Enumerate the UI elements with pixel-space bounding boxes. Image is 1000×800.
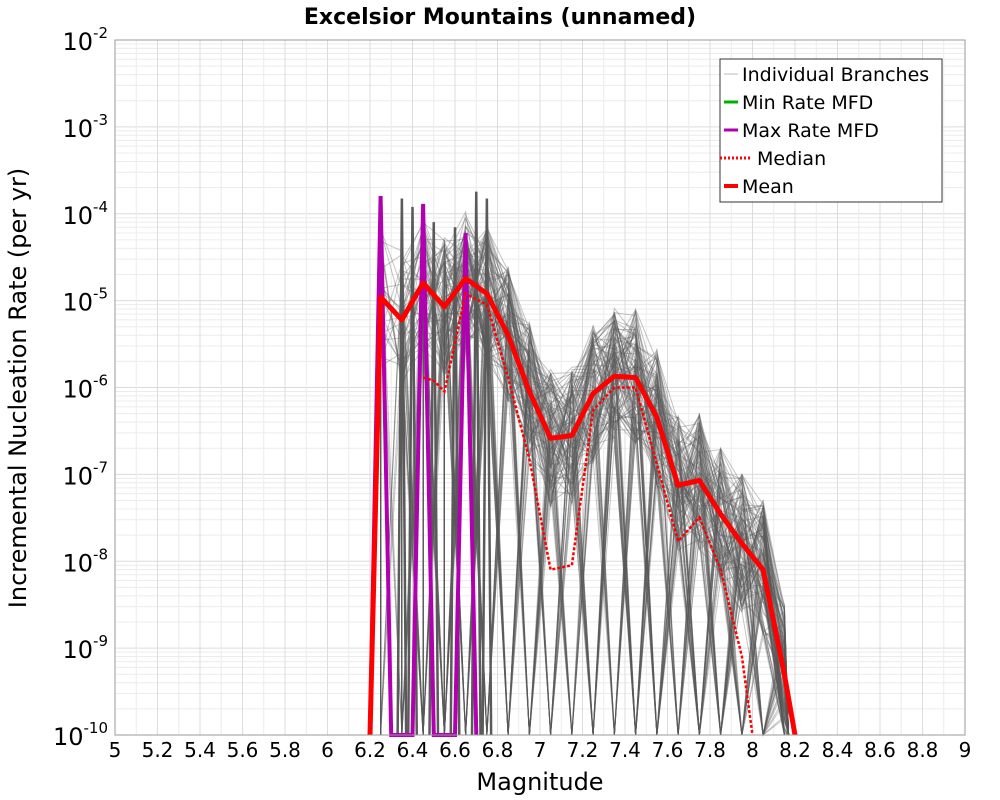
branch-line — [422, 237, 789, 736]
branch-line — [380, 238, 790, 736]
branch-line — [401, 227, 789, 736]
branch-line — [380, 245, 790, 736]
x-tick-label: 6.6 — [439, 738, 471, 762]
legend-label: Mean — [742, 176, 794, 198]
x-tick-label: 6.8 — [482, 738, 514, 762]
y-tick-label: 10-8 — [62, 545, 108, 577]
series-max-rate-mfd — [368, 195, 479, 737]
y-tick-label: 10-9 — [62, 632, 108, 664]
y-tick-label: 10-4 — [62, 198, 108, 230]
x-tick-label: 5.6 — [227, 738, 259, 762]
branch-line — [422, 221, 790, 736]
branch-line — [443, 267, 789, 736]
branch-spike — [396, 198, 408, 736]
branch-line — [380, 240, 790, 736]
x-tick-label: 8.8 — [907, 738, 939, 762]
x-tick-label: 5.8 — [269, 738, 301, 762]
branch-line — [401, 243, 789, 736]
y-tick-label: 10-5 — [62, 285, 108, 317]
branch-line — [401, 263, 790, 736]
x-axis-ticks: 5 5.2 5.4 5.6 5.8 6 6.2 6.4 6.6 6.8 7 7.2 7.4 7.6 7.8 8… — [109, 738, 972, 762]
branch-line — [380, 242, 790, 736]
x-axis-label: Magnitude — [476, 768, 603, 796]
branch-line — [422, 232, 790, 736]
x-tick-label: 6.2 — [354, 738, 386, 762]
branch-line — [422, 217, 790, 736]
legend-label: Median — [757, 148, 826, 170]
branch-line — [422, 249, 790, 736]
x-tick-label: 8 — [746, 738, 759, 762]
x-tick-label: 7.8 — [694, 738, 726, 762]
y-tick-label: 10-10 — [53, 719, 108, 751]
x-tick-label: 5.4 — [184, 738, 216, 762]
legend-label: Max Rate MFD — [742, 120, 879, 142]
y-axis-ticks: 10-2 10-3 10-4 10-5 10-6 10-7 10-8 10-9 10-10 — [53, 24, 108, 751]
branch-line — [380, 232, 790, 736]
chart-title: Excelsior Mountains (unnamed) — [304, 5, 696, 30]
x-tick-label: 7.2 — [567, 738, 599, 762]
series-mean — [367, 275, 798, 736]
branch-line — [422, 252, 789, 736]
branch-line — [401, 240, 790, 736]
branch-line — [422, 243, 789, 736]
branch-line — [422, 232, 790, 736]
branch-line — [380, 287, 790, 736]
x-tick-label: 8.4 — [822, 738, 854, 762]
x-tick-label: 7.4 — [609, 738, 641, 762]
branch-line — [380, 279, 789, 736]
branch-line — [401, 240, 790, 736]
branch-line — [422, 236, 790, 736]
branch-line — [422, 210, 790, 736]
legend-box — [719, 58, 943, 203]
branch-line — [443, 253, 789, 736]
branch-line — [401, 261, 789, 736]
legend: Individual Branches Min Rate MFD Max Rate … — [719, 58, 943, 203]
branch-line — [380, 226, 790, 736]
x-tick-label: 5.2 — [142, 738, 174, 762]
branch-line — [380, 230, 790, 736]
x-tick-label: 7 — [534, 738, 547, 762]
x-tick-label: 5 — [109, 738, 122, 762]
branch-line — [401, 236, 789, 736]
y-tick-label: 10-7 — [62, 458, 108, 490]
branch-line — [401, 265, 790, 736]
y-tick-label: 10-3 — [62, 111, 108, 143]
branch-line — [401, 244, 790, 736]
y-tick-label: 10-2 — [62, 24, 108, 56]
y-axis-label: Incremental Nucleation Rate (per yr) — [4, 168, 32, 608]
plot-frame — [114, 39, 966, 736]
branch-line — [422, 226, 790, 736]
branch-line — [380, 230, 790, 736]
branch-line — [443, 292, 790, 736]
branch-line — [401, 253, 790, 736]
branch-line — [422, 269, 790, 736]
branch-line — [401, 330, 790, 736]
branch-line — [401, 223, 789, 736]
x-tick-label: 9 — [959, 738, 972, 762]
branch-line — [422, 256, 790, 736]
branch-line — [422, 248, 790, 737]
branch-line — [422, 261, 789, 736]
branch-line — [401, 271, 790, 736]
branch-line — [380, 222, 790, 736]
y-tick-label: 10-6 — [62, 372, 108, 404]
x-tick-label: 8.2 — [779, 738, 811, 762]
branch-spike — [481, 198, 493, 736]
branch-line — [401, 272, 789, 736]
x-tick-label: 6 — [321, 738, 334, 762]
branch-line — [422, 248, 790, 737]
legend-label: Individual Branches — [742, 64, 929, 86]
legend-label: Min Rate MFD — [742, 92, 873, 114]
x-tick-label: 8.6 — [864, 738, 896, 762]
x-tick-label: 7.6 — [652, 738, 684, 762]
series-layer — [367, 195, 798, 737]
x-tick-label: 6.4 — [397, 738, 429, 762]
branch-line — [401, 241, 790, 736]
